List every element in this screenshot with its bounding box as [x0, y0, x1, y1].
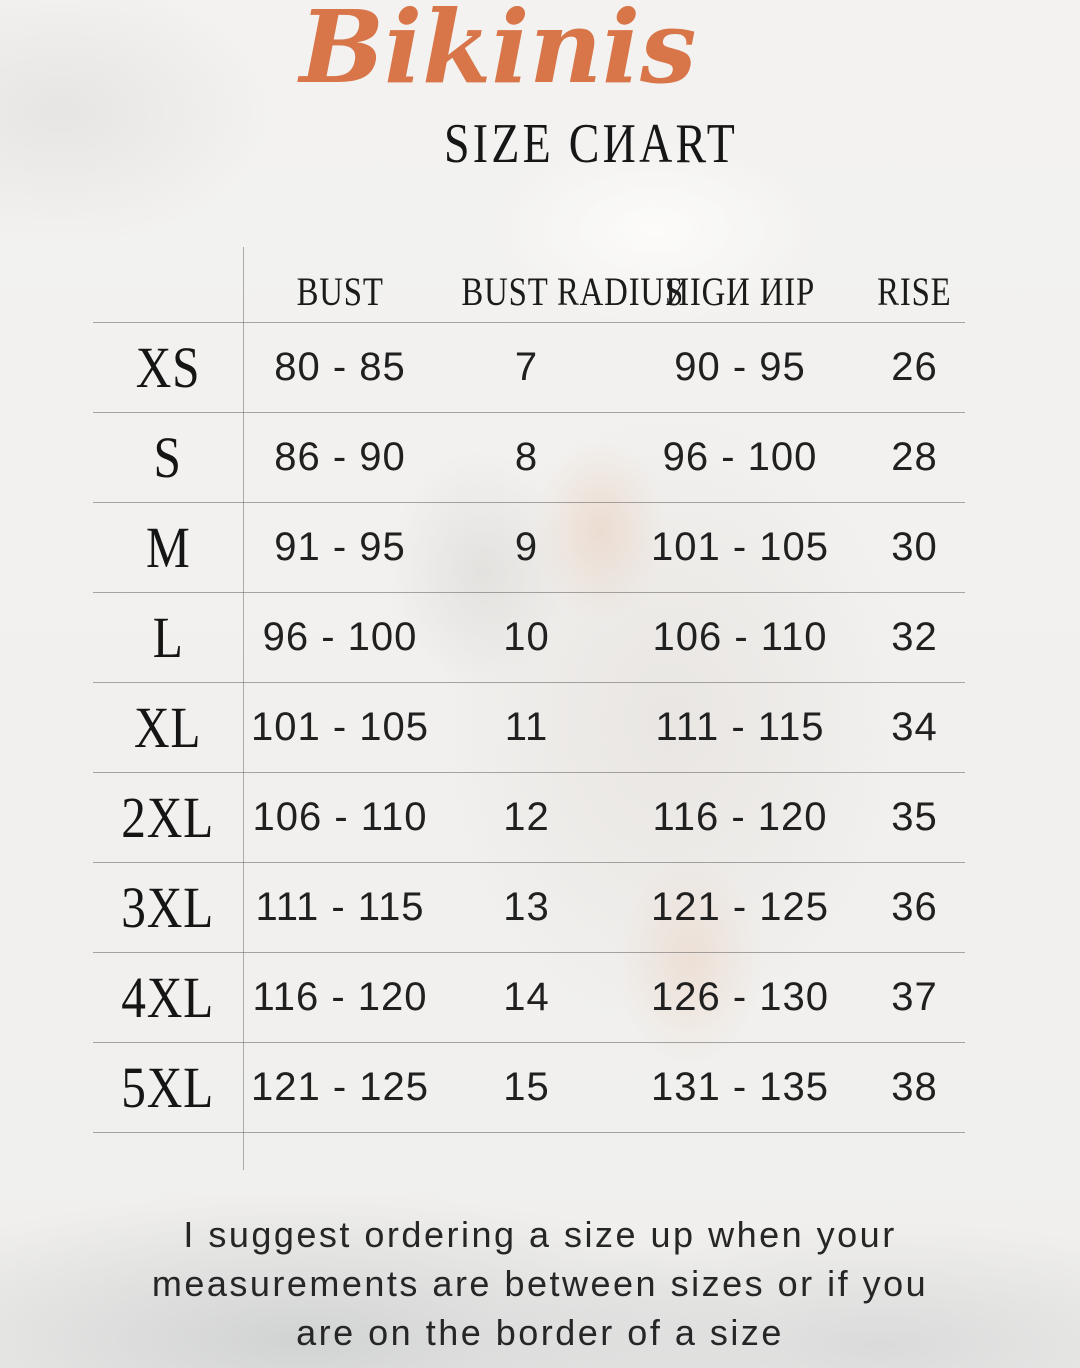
table-row-5xl: 5XL 121 - 125 15 131 - 135 38 — [93, 1043, 965, 1133]
size-label: XS — [93, 334, 243, 401]
bust-radius-value: 15 — [503, 1065, 550, 1109]
column-header-bust-radius: BUST RADIUS — [437, 254, 683, 315]
high-hip-value: 90 - 95 — [674, 345, 806, 389]
bust-radius-value: 10 — [503, 615, 550, 659]
bust-value: 86 - 90 — [274, 435, 406, 479]
bust-radius-value: 14 — [503, 975, 550, 1019]
rise-value: 26 — [891, 345, 938, 389]
size-label: 5XL — [93, 1054, 243, 1121]
bust-value: 91 - 95 — [274, 525, 406, 569]
sizing-note-line: are on the border of a size — [296, 1312, 784, 1353]
size-label: 3XL — [93, 874, 243, 941]
table-row-xl: XL 101 - 105 11 111 - 115 34 — [93, 683, 965, 773]
size-label: 2XL — [93, 784, 243, 851]
column-header-high-hip-label: ИIGИ ИIP — [665, 269, 815, 314]
bust-radius-value: 9 — [514, 525, 539, 569]
rise-value: 30 — [891, 525, 938, 569]
high-hip-value: 106 - 110 — [652, 615, 828, 659]
size-label-text: 3XL — [121, 875, 215, 940]
high-hip-value: 131 - 135 — [650, 1065, 830, 1109]
table-vertical-divider — [243, 247, 244, 1170]
high-hip-value: 96 - 100 — [662, 435, 818, 479]
bust-value: 121 - 125 — [250, 1065, 430, 1109]
bust-radius-value: 7 — [514, 345, 539, 389]
column-header-high-hip: ИIGИ ИIP — [616, 254, 864, 315]
table-row-s: S 86 - 90 8 96 - 100 28 — [93, 413, 965, 503]
bust-value: 106 - 110 — [252, 795, 428, 839]
column-header-bust: BUST — [243, 254, 437, 315]
size-chart-table: BUST BUST RADIUS ИIGИ ИIP RISE XS 80 - 8… — [93, 247, 965, 1170]
bust-value: 111 - 115 — [255, 885, 425, 929]
size-label-text: 2XL — [121, 785, 215, 850]
bust-radius-value: 12 — [503, 795, 550, 839]
column-header-rise-label: RISE — [877, 269, 952, 314]
high-hip-value: 121 - 125 — [650, 885, 830, 929]
table-row-2xl: 2XL 106 - 110 12 116 - 120 35 — [93, 773, 965, 863]
column-header-bust-radius-label: BUST RADIUS — [461, 269, 685, 314]
size-label-text: XS — [135, 335, 201, 400]
column-header-rise: RISE — [864, 254, 965, 315]
table-header-row: BUST BUST RADIUS ИIGИ ИIP RISE — [93, 247, 965, 323]
table-row-m: M 91 - 95 9 101 - 105 30 — [93, 503, 965, 593]
size-label: 4XL — [93, 964, 243, 1031]
rise-value: 32 — [891, 615, 938, 659]
size-label: XL — [93, 694, 243, 761]
sizing-note-line: I suggest ordering a size up when your — [183, 1214, 897, 1255]
high-hip-value: 111 - 115 — [655, 705, 825, 749]
sizing-note: I suggest ordering a size up when your m… — [40, 1210, 1040, 1357]
bust-radius-value: 13 — [503, 885, 550, 929]
size-label: S — [93, 424, 243, 491]
column-header-bust-label: BUST — [296, 269, 384, 314]
bust-value: 116 - 120 — [252, 975, 428, 1019]
table-row-4xl: 4XL 116 - 120 14 126 - 130 37 — [93, 953, 965, 1043]
high-hip-value: 101 - 105 — [650, 525, 830, 569]
size-label-text: S — [153, 425, 183, 490]
bust-radius-value: 8 — [514, 435, 539, 479]
high-hip-value: 126 - 130 — [650, 975, 830, 1019]
rise-value: 38 — [891, 1065, 938, 1109]
page-title-subtitle: SIZE CИART — [443, 113, 739, 175]
rise-value: 37 — [891, 975, 938, 1019]
rise-value: 34 — [891, 705, 938, 749]
bust-value: 96 - 100 — [262, 615, 418, 659]
bust-value: 101 - 105 — [250, 705, 430, 749]
sizing-note-line: measurements are between sizes or if you — [151, 1263, 929, 1304]
table-row-3xl: 3XL 111 - 115 13 121 - 125 36 — [93, 863, 965, 953]
size-label-text: 5XL — [121, 1055, 215, 1120]
table-row-xs: XS 80 - 85 7 90 - 95 26 — [93, 323, 965, 413]
rise-value: 28 — [891, 435, 938, 479]
size-label: L — [93, 604, 243, 671]
size-label-text: M — [145, 515, 191, 580]
table-row-l: L 96 - 100 10 106 - 110 32 — [93, 593, 965, 683]
rise-value: 36 — [891, 885, 938, 929]
page-title-script: Bikinis — [299, 0, 697, 106]
high-hip-value: 116 - 120 — [652, 795, 828, 839]
size-label-text: 4XL — [121, 965, 215, 1030]
bust-radius-value: 11 — [504, 705, 549, 749]
rise-value: 35 — [891, 795, 938, 839]
size-label-text: XL — [134, 695, 202, 760]
size-label: M — [93, 514, 243, 581]
size-label-text: L — [152, 605, 184, 670]
bust-value: 80 - 85 — [274, 345, 406, 389]
